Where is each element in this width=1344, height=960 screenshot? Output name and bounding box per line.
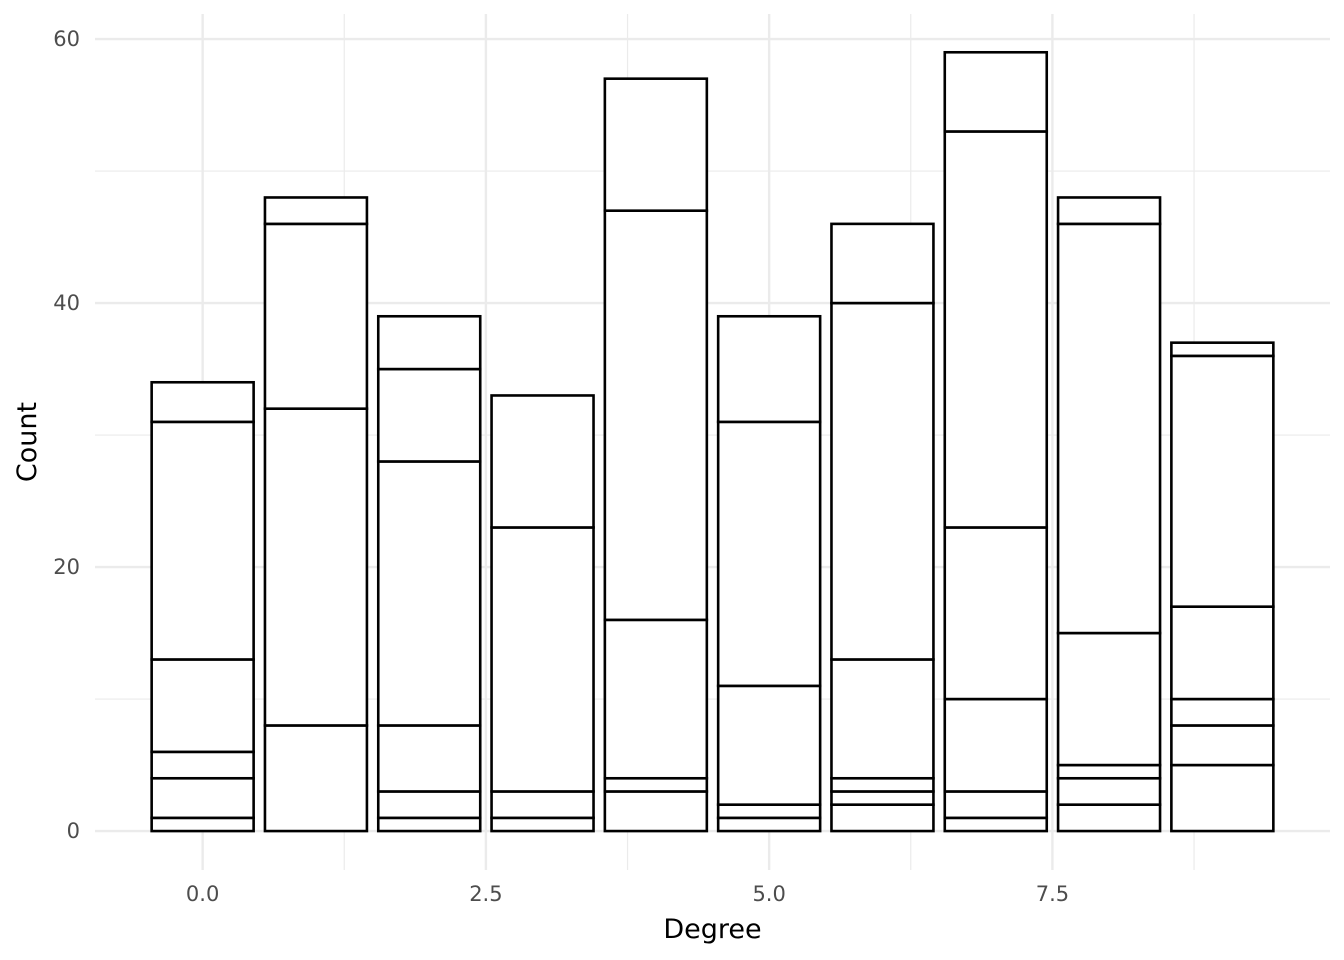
y-tick-label: 20 bbox=[53, 555, 80, 579]
bar-segment bbox=[376, 724, 482, 793]
bar-segment bbox=[150, 658, 255, 754]
bar-segment bbox=[490, 790, 595, 820]
bar-segment bbox=[490, 816, 595, 833]
bar-segment bbox=[263, 196, 369, 226]
bar-stack bbox=[1056, 196, 1162, 833]
bars bbox=[150, 50, 1275, 833]
bar-segment bbox=[603, 776, 709, 793]
x-tick-label: 7.5 bbox=[1036, 882, 1069, 906]
x-axis-ticks: 0.0 2.5 5.0 7.5 bbox=[186, 882, 1069, 906]
bar-segment bbox=[830, 776, 935, 793]
bar-stack bbox=[603, 77, 709, 833]
bar-segment bbox=[263, 724, 369, 833]
bar-segment bbox=[1056, 763, 1162, 780]
bar-segment bbox=[1170, 697, 1275, 727]
y-axis-ticks: 0 20 40 60 bbox=[53, 27, 80, 843]
bar-segment bbox=[1056, 631, 1162, 767]
bar-segment bbox=[263, 222, 369, 410]
bar-stack bbox=[1170, 341, 1275, 833]
bar-stack bbox=[490, 394, 595, 833]
x-tick-label: 5.0 bbox=[752, 882, 785, 906]
bar-segment bbox=[830, 790, 935, 806]
bar-segment bbox=[1056, 222, 1162, 635]
bar-segment bbox=[603, 209, 709, 622]
bar-segment bbox=[263, 407, 369, 727]
bar-segment bbox=[830, 301, 935, 661]
bar-segment bbox=[376, 314, 482, 371]
bar-segment bbox=[1170, 341, 1275, 358]
y-tick-label: 60 bbox=[53, 27, 80, 51]
bar-segment bbox=[943, 697, 1049, 793]
bar-segment bbox=[603, 618, 709, 780]
y-tick-label: 40 bbox=[53, 291, 80, 315]
bar-segment bbox=[490, 526, 595, 793]
y-tick-label: 0 bbox=[67, 819, 80, 843]
bar-segment bbox=[150, 420, 255, 661]
bar-segment bbox=[716, 314, 822, 424]
x-tick-label: 2.5 bbox=[469, 882, 502, 906]
bar-stack bbox=[716, 314, 822, 833]
bar-segment bbox=[716, 684, 822, 806]
bar-segment bbox=[376, 367, 482, 463]
bar-segment bbox=[716, 803, 822, 820]
bar-segment bbox=[943, 50, 1049, 133]
bar-segment bbox=[1056, 776, 1162, 806]
bar-segment bbox=[830, 658, 935, 780]
bar-stack bbox=[150, 380, 255, 833]
bar-segment bbox=[603, 77, 709, 212]
bar-stack bbox=[376, 314, 482, 833]
bar-segment bbox=[830, 222, 935, 305]
bar-segment bbox=[1056, 803, 1162, 833]
bar-stack bbox=[263, 196, 369, 833]
bar-segment bbox=[943, 130, 1049, 529]
bar-segment bbox=[830, 803, 935, 833]
bar-segment bbox=[943, 816, 1049, 833]
bar-segment bbox=[1170, 724, 1275, 767]
bar-segment bbox=[1170, 763, 1275, 833]
bar-segment bbox=[716, 420, 822, 688]
bar-segment bbox=[943, 526, 1049, 701]
bar-segment bbox=[150, 380, 255, 424]
bar-segment bbox=[1056, 196, 1162, 226]
y-axis-title: Count bbox=[12, 402, 43, 482]
bar-segment bbox=[1170, 605, 1275, 701]
bar-segment bbox=[603, 790, 709, 833]
x-tick-label: 0.0 bbox=[186, 882, 219, 906]
bar-segment bbox=[716, 816, 822, 833]
bar-segment bbox=[376, 816, 482, 833]
bar-segment bbox=[376, 460, 482, 727]
bar-segment bbox=[943, 790, 1049, 820]
bar-segment bbox=[150, 776, 255, 820]
bar-segment bbox=[150, 750, 255, 780]
bar-segment bbox=[150, 816, 255, 833]
bar-stack bbox=[830, 222, 935, 833]
bar-segment bbox=[376, 790, 482, 820]
bar-segment bbox=[1170, 354, 1275, 608]
bar-stack bbox=[943, 50, 1049, 833]
x-axis-title: Degree bbox=[663, 914, 761, 945]
bar-segment bbox=[490, 394, 595, 529]
